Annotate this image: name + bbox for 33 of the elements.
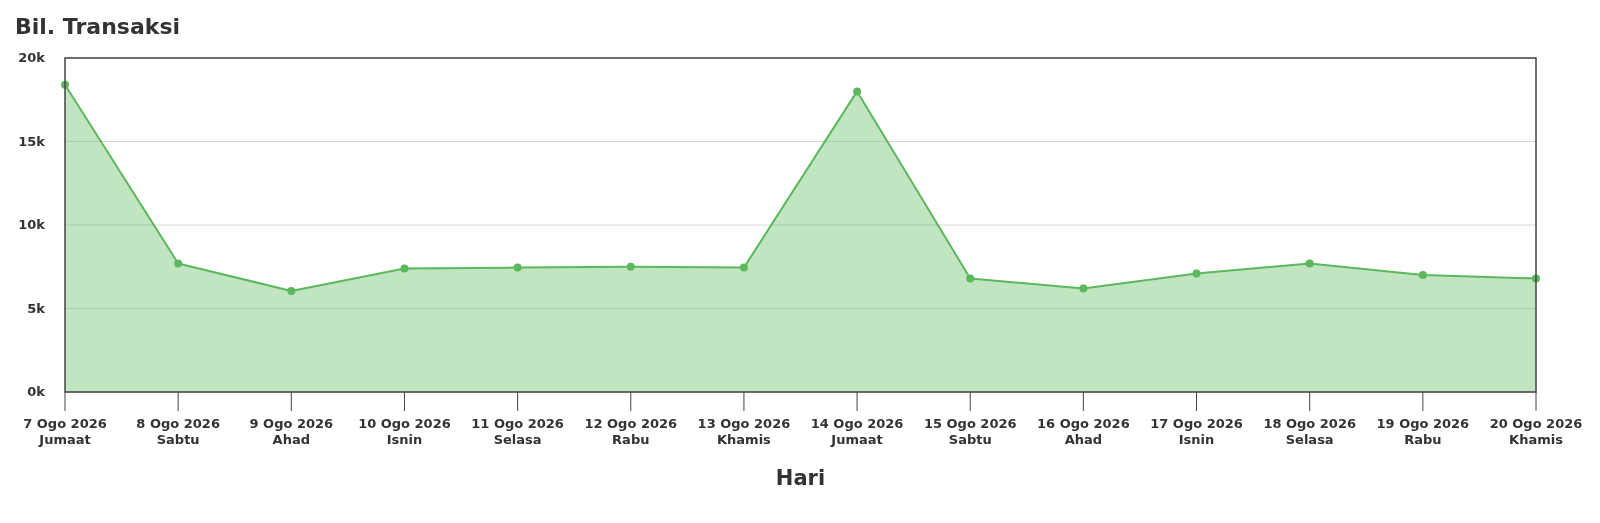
point: [1192, 269, 1201, 278]
point: [966, 274, 975, 283]
point: [853, 87, 862, 96]
point: [626, 262, 635, 271]
y-tick-label: 0k: [27, 384, 46, 399]
point: [1418, 271, 1427, 280]
y-tick-label: 5k: [27, 300, 46, 316]
x-axis-title: Hari: [775, 466, 826, 490]
point: [739, 263, 748, 272]
x-tick-label: 17 Ogo 2026 Isnin: [1150, 416, 1243, 447]
x-tick-label: 16 Ogo 2026 Ahad: [1037, 416, 1130, 447]
x-tick-label: 20 Ogo 2026 Khamis: [1489, 416, 1583, 447]
point: [287, 286, 296, 295]
point: [1305, 259, 1314, 268]
y-tick-label: 20k: [18, 50, 46, 65]
point: [174, 259, 183, 268]
x-tick-label: 14 Ogo 2026 Jumaat: [810, 416, 904, 447]
chart-title: Bil. Transaksi: [15, 14, 181, 39]
x-tick-label: 15 Ogo 2026 Sabtu: [923, 416, 1017, 447]
x-tick-label: 9 Ogo 2026 Ahad: [249, 416, 334, 447]
x-tick-label: 8 Ogo 2026 Sabtu: [136, 416, 220, 447]
x-tick-label: 10 Ogo 2026 Isnin: [358, 416, 451, 447]
x-tick-label: 11 Ogo 2026 Selasa: [471, 416, 564, 447]
x-tick-label: 13 Ogo 2026 Khamis: [697, 416, 791, 447]
x-tick-label: 12 Ogo 2026 Rabu: [584, 416, 678, 447]
y-tick-label: 15k: [18, 133, 46, 149]
point: [513, 263, 522, 272]
x-tick-label: 7 Ogo 2026 Jumaat: [23, 416, 107, 447]
x-tick-label: 18 Ogo 2026 Selasa: [1263, 416, 1356, 447]
y-tick-label: 10k: [18, 217, 46, 232]
point: [1079, 284, 1088, 293]
point: [400, 264, 409, 273]
x-tick-label: 19 Ogo 2026 Rabu: [1376, 416, 1470, 447]
